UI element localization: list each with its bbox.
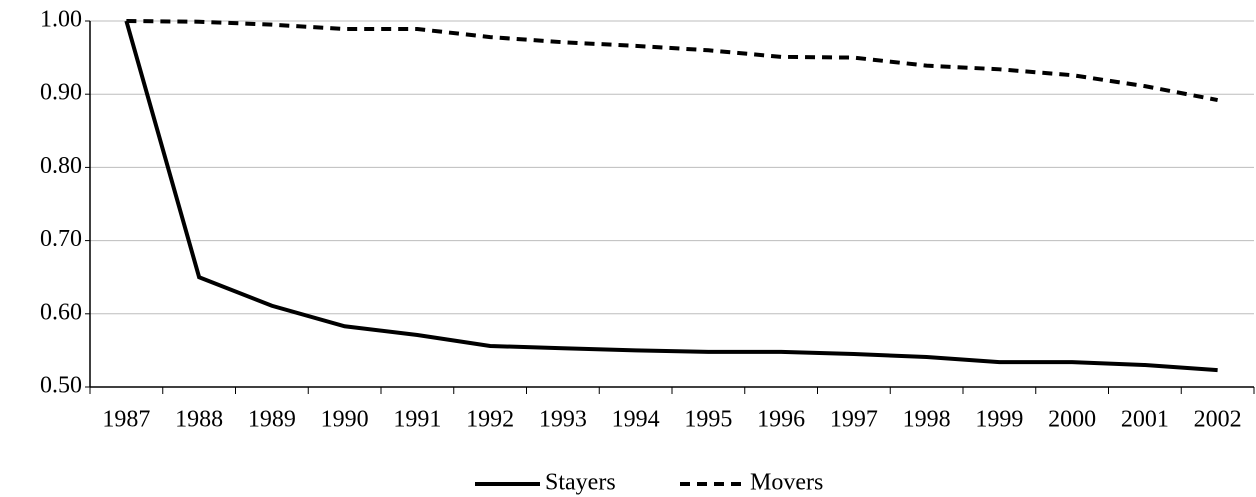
- x-tick-label: 2000: [1048, 407, 1096, 433]
- x-tick-label: 1990: [321, 407, 369, 433]
- x-tick-label: 1996: [757, 407, 805, 433]
- y-tick-label: 0.80: [40, 153, 82, 179]
- x-tick-label: 1994: [612, 407, 660, 433]
- y-tick-label: 0.50: [40, 373, 82, 399]
- y-tick-label: 0.90: [40, 80, 82, 106]
- x-tick-label: 2002: [1194, 407, 1242, 433]
- series-line: [124, 20, 1218, 373]
- x-tick-label: 1992: [466, 407, 514, 433]
- x-tick-label: 2001: [1121, 407, 1169, 433]
- legend-label: Movers: [750, 470, 823, 496]
- x-tick-label: 1998: [903, 407, 951, 433]
- x-tick-label: 1997: [830, 407, 878, 433]
- x-tick-label: 1987: [102, 407, 150, 433]
- y-tick-label: 0.60: [40, 299, 82, 325]
- x-tick-label: 1991: [393, 407, 441, 433]
- y-tick-label: 0.70: [40, 226, 82, 252]
- x-tick-label: 1999: [975, 407, 1023, 433]
- x-tick-label: 1988: [175, 407, 223, 433]
- series-line: [126, 19, 1219, 103]
- x-tick-label: 1995: [684, 407, 732, 433]
- x-tick-label: 1989: [248, 407, 296, 433]
- legend-label: Stayers: [545, 470, 616, 496]
- y-tick-label: 1.00: [40, 7, 82, 33]
- x-tick-label: 1993: [539, 407, 587, 433]
